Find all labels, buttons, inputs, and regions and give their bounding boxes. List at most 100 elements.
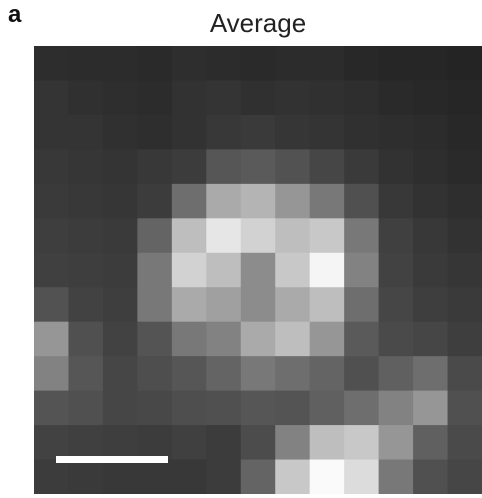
image-pixel: [447, 390, 482, 426]
image-pixel: [378, 183, 414, 219]
image-pixel: [413, 321, 449, 357]
image-pixel: [171, 321, 207, 357]
image-pixel: [344, 252, 380, 288]
image-pixel: [171, 390, 207, 426]
image-pixel: [240, 218, 276, 254]
image-pixel: [447, 80, 482, 116]
image-pixel: [413, 459, 449, 494]
image-pixel: [137, 287, 173, 323]
image-pixel: [378, 114, 414, 150]
image-pixel: [413, 114, 449, 150]
micrograph-image: [34, 46, 482, 494]
image-pixel: [206, 80, 242, 116]
image-pixel: [102, 114, 138, 150]
image-pixel: [68, 252, 104, 288]
image-pixel: [137, 183, 173, 219]
micrograph-pixel-grid: [34, 46, 482, 494]
image-pixel: [275, 183, 311, 219]
image-pixel: [137, 459, 173, 494]
image-pixel: [137, 390, 173, 426]
image-pixel: [275, 149, 311, 185]
image-pixel: [413, 252, 449, 288]
image-pixel: [344, 114, 380, 150]
image-pixel: [413, 80, 449, 116]
image-pixel: [137, 218, 173, 254]
image-pixel: [378, 356, 414, 392]
image-pixel: [34, 425, 70, 461]
image-pixel: [206, 356, 242, 392]
image-pixel: [206, 459, 242, 494]
image-pixel: [102, 46, 138, 82]
image-pixel: [206, 183, 242, 219]
image-pixel: [240, 252, 276, 288]
image-pixel: [309, 321, 345, 357]
image-pixel: [447, 321, 482, 357]
image-pixel: [309, 287, 345, 323]
image-pixel: [240, 321, 276, 357]
image-pixel: [68, 390, 104, 426]
image-pixel: [206, 390, 242, 426]
image-pixel: [413, 149, 449, 185]
image-pixel: [378, 459, 414, 494]
image-pixel: [34, 46, 70, 82]
image-pixel: [309, 114, 345, 150]
image-pixel: [275, 114, 311, 150]
image-pixel: [344, 149, 380, 185]
image-pixel: [240, 149, 276, 185]
panel-title: Average: [209, 8, 307, 38]
image-pixel: [240, 183, 276, 219]
image-pixel: [447, 114, 482, 150]
image-pixel: [344, 287, 380, 323]
image-pixel: [68, 321, 104, 357]
image-pixel: [309, 218, 345, 254]
image-pixel: [102, 252, 138, 288]
image-pixel: [275, 46, 311, 82]
image-pixel: [447, 183, 482, 219]
image-pixel: [34, 252, 70, 288]
image-pixel: [240, 356, 276, 392]
image-pixel: [137, 321, 173, 357]
image-pixel: [447, 287, 482, 323]
image-pixel: [102, 80, 138, 116]
image-pixel: [206, 425, 242, 461]
image-pixel: [344, 390, 380, 426]
image-pixel: [68, 183, 104, 219]
image-pixel: [275, 356, 311, 392]
image-pixel: [240, 390, 276, 426]
image-pixel: [68, 218, 104, 254]
image-pixel: [344, 46, 380, 82]
image-pixel: [34, 390, 70, 426]
image-pixel: [378, 321, 414, 357]
image-pixel: [413, 218, 449, 254]
image-pixel: [206, 114, 242, 150]
image-pixel: [309, 183, 345, 219]
image-pixel: [171, 287, 207, 323]
image-pixel: [171, 425, 207, 461]
image-pixel: [68, 80, 104, 116]
image-pixel: [275, 459, 311, 494]
image-pixel: [413, 425, 449, 461]
image-pixel: [309, 149, 345, 185]
image-pixel: [275, 287, 311, 323]
image-pixel: [68, 114, 104, 150]
image-pixel: [171, 183, 207, 219]
image-pixel: [344, 218, 380, 254]
image-pixel: [102, 321, 138, 357]
image-pixel: [344, 183, 380, 219]
image-pixel: [447, 425, 482, 461]
image-pixel: [344, 321, 380, 357]
image-pixel: [447, 459, 482, 494]
image-pixel: [447, 149, 482, 185]
image-pixel: [137, 149, 173, 185]
image-pixel: [102, 390, 138, 426]
image-pixel: [171, 114, 207, 150]
image-pixel: [447, 252, 482, 288]
image-pixel: [102, 356, 138, 392]
image-pixel: [206, 149, 242, 185]
image-pixel: [34, 114, 70, 150]
image-pixel: [137, 80, 173, 116]
image-pixel: [171, 459, 207, 494]
image-pixel: [275, 80, 311, 116]
image-pixel: [206, 287, 242, 323]
